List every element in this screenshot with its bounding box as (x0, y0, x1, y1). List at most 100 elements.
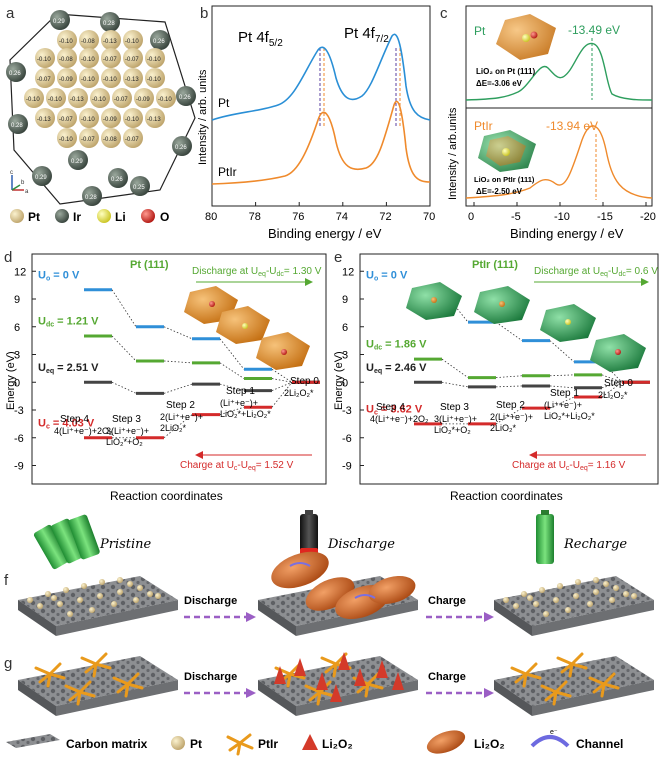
pt-particle (45, 591, 51, 597)
ytick-label: -6 (14, 433, 24, 445)
connector (163, 326, 193, 340)
pt-charge: -0.10 (59, 39, 73, 45)
pt-charge: -0.10 (125, 39, 139, 45)
step-name: Step 2 (496, 400, 525, 411)
ytick-label: 0 (342, 377, 348, 389)
legend-pt: Pt (28, 210, 40, 224)
bottom-legend: Carbon matrix Pt PtIr Li₂O₂ Li₂O₂ e⁻ Cha… (6, 729, 623, 756)
carbon-matrix-icon (6, 734, 60, 748)
legend-ir: Ir (73, 210, 81, 224)
pt-atom (123, 108, 143, 128)
ir-charge: 0.29 (71, 159, 83, 165)
pt-charge: -0.07 (114, 97, 128, 103)
pt-charge: -0.10 (37, 57, 51, 63)
ptir-pdos-curve (465, 125, 653, 199)
panel-a: a 0.29 0.280.260.260.260.250.280.290.280.… (6, 5, 196, 224)
ir-charge: 0.28 (11, 123, 23, 129)
connector (111, 289, 137, 327)
peak-label-7-2: Pt 4f7/2 (344, 25, 389, 45)
potential-labels-d: Uo = 0 V Udc = 1.21 V Ueq = 2.51 V Uc = 4.0… (38, 269, 99, 430)
ir-atom (150, 30, 170, 50)
pt-particle (63, 587, 69, 593)
pt-peak-value: -13.49 eV (568, 23, 620, 37)
svg-text:e⁻: e⁻ (550, 729, 558, 736)
pt-particle (99, 579, 105, 585)
pt-particle (593, 577, 599, 583)
step-desc: LiO₂*+Li₂O₂* (220, 409, 271, 419)
ir-atom (32, 166, 52, 186)
ptir-star (274, 662, 306, 688)
ytick-label: 9 (342, 294, 348, 306)
li2o2-cone (376, 660, 388, 678)
ytick-label: 9 (14, 294, 20, 306)
yticks-e: 12 9 6 3 0 -3 -6 -9 (342, 266, 364, 473)
peak-label-5-2: Pt 4f5/2 (238, 29, 283, 49)
ytick-label: 12 (342, 266, 354, 278)
recharge-battery-icon (536, 510, 554, 564)
pt-pdos-curve (465, 42, 653, 101)
ytick-label: 6 (14, 322, 20, 334)
series-ptir-label: PtIr (218, 165, 237, 179)
ir-atom (100, 12, 120, 32)
carbon-slab-g3 (494, 656, 654, 716)
pt-atom (35, 108, 55, 128)
connector (495, 407, 523, 425)
ptir-star (588, 672, 620, 698)
plot-frame-e (359, 253, 659, 485)
ir-charge: 0.26 (153, 39, 165, 45)
pt-slab-model (496, 14, 556, 60)
pristine-label: Pristine (99, 537, 152, 552)
ir-charge: 0.28 (85, 195, 97, 201)
potential-label: Uo = 0 V (366, 269, 408, 282)
step-desc: 3(Li⁺+e⁻)+ (106, 426, 149, 436)
pt-particle (613, 585, 619, 591)
ptir-label-c: PtIr (474, 119, 493, 133)
pt-charge: -0.13 (125, 77, 139, 83)
step-desc: LiO₂*+Li₂O₂* (544, 411, 595, 421)
pt-particle (37, 603, 43, 609)
pt-atom (123, 128, 143, 148)
pt-charge: -0.10 (59, 137, 73, 143)
pt-particle (575, 579, 581, 585)
panel-e-label: e (334, 249, 342, 266)
xticks-c: 0 -5 -10 -15 -20 (468, 202, 656, 223)
step-desc: 4(Li⁺+e⁻)+2O₂ (54, 426, 113, 436)
step-name: Step 1 (550, 388, 579, 399)
pt-particle (127, 581, 133, 587)
ptir-slab-model (478, 130, 536, 172)
pt-caption: LiO₂ on Pt (111) (476, 67, 535, 76)
pt-delta-e: ΔE=-3.06 eV (476, 79, 523, 88)
slab-models-d (184, 286, 310, 370)
li2o2-cone (274, 666, 286, 684)
connector (495, 321, 523, 341)
ir-atom (108, 168, 128, 188)
ptir-star (80, 652, 112, 678)
pt-particle (553, 597, 559, 603)
pt-charge: -0.10 (81, 117, 95, 123)
step-desc: 2Li₂O₂* (284, 388, 314, 398)
slab-models-e (406, 282, 646, 372)
step-desc: 4(Li⁺+e⁻)+2O₂ (370, 414, 429, 424)
ylabel-c: Intensity / arb.units (447, 107, 459, 200)
ptir-caption: LiO₂ on PtIr (111) (474, 175, 535, 184)
pt-atom (57, 48, 77, 68)
ir-charge: 0.26 (111, 177, 123, 183)
yticks-d: 12 9 6 3 0 -3 -6 -9 (14, 266, 36, 473)
energy-levels-d (84, 288, 320, 440)
recharge-label: Recharge (563, 537, 627, 552)
plot-frame-d (31, 253, 327, 485)
ptir-star (34, 662, 66, 688)
legend-channel: Channel (576, 737, 623, 751)
connector (219, 383, 245, 391)
ptir-peak-value: -13.94 eV (546, 119, 598, 133)
tick-label: 78 (249, 211, 261, 223)
pt-atom (123, 48, 143, 68)
li2o2-cones-g (274, 652, 404, 702)
ir-charge: 0.26 (175, 145, 187, 151)
tick-label: 76 (292, 211, 304, 223)
legend-li: Li (115, 210, 126, 224)
step-desc: 2Li₂O₂* (598, 390, 628, 400)
charge-arrow-label-f: Charge (428, 595, 466, 607)
li2o2-cone (316, 672, 328, 690)
ptir-star (320, 652, 352, 678)
